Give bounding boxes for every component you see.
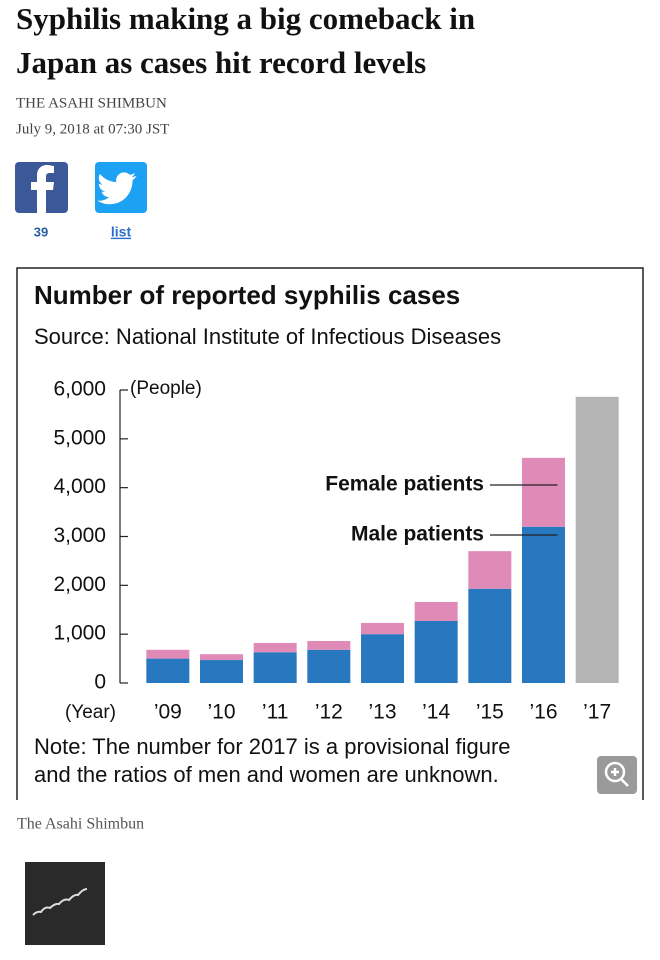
y-tick-label: 4,000 [53,475,106,498]
x-tick-label: ’17 [583,701,611,724]
bar-segment [307,641,351,650]
x-tick-label: ’11 [262,701,288,724]
headline: Japan as cases hit record levels [16,45,426,80]
note: Note: The number for 2017 is a provision… [34,734,511,759]
bar-segment [361,634,404,683]
zoom-glass [611,768,629,787]
twitter-share[interactable] [95,162,147,213]
bar-segment [307,649,351,683]
legend-label: Male patients [351,523,484,546]
bar-segment [414,601,458,621]
share-count: 39 [34,224,48,239]
chart-subtitle: Source: National Institute of Infectious… [34,324,501,349]
x-tick-label: ’13 [368,701,396,724]
bar-segment [253,652,297,683]
byline: THE ASAHI SHIMBUN [16,95,167,111]
zoom-glass [604,761,626,783]
legend-label: Female patients [325,473,484,496]
bar-segment [575,396,619,683]
chart-title: Number of reported syphilis cases [34,280,460,310]
bar-segment [200,660,243,683]
headline: Syphilis making a big comeback in [16,1,475,36]
bar-segment [522,526,565,683]
y-tick-label: 0 [94,671,106,694]
share-link[interactable]: list [111,224,132,240]
x-tick-label: ’16 [529,701,557,724]
x-tick-label: ’12 [315,701,343,724]
bar-segment [414,620,458,683]
image-caption: The Asahi Shimbun [17,816,144,833]
x-tick-label: ’15 [476,701,504,724]
bar-segment [146,658,190,683]
facebook-logo [31,165,54,213]
twitter-logo [97,172,137,205]
zoom-button[interactable] [597,756,637,794]
bar-segment [200,654,243,661]
y-tick-label: 6,000 [53,378,106,401]
bar-segment [468,588,512,683]
y-unit: (People) [130,378,202,399]
note: and the ratios of men and women are unkn… [34,762,499,787]
x-tick-label: ’14 [422,701,450,724]
date: July 9, 2018 at 07:30 JST [16,121,169,137]
chart: Number of reported syphilis cases Source… [16,267,644,800]
chart-frame [16,267,644,800]
bar-segment [146,649,190,659]
facebook-share[interactable] [15,162,68,213]
x-tick-label: ’09 [154,701,182,724]
y-tick-label: 1,000 [53,622,106,645]
x-unit: (Year) [65,702,116,723]
y-tick-label: 2,000 [53,573,106,596]
bar-segment [253,642,297,653]
y-tick-label: 3,000 [53,524,106,547]
bar-segment [468,551,512,589]
zoom-icon[interactable] [597,756,637,794]
thumbnail[interactable] [25,862,105,945]
bar-segment [361,622,404,635]
bar-segment [522,457,565,527]
x-tick-label: ’10 [207,701,235,724]
y-tick-label: 5,000 [53,426,106,449]
thumbnail-image [32,888,88,916]
